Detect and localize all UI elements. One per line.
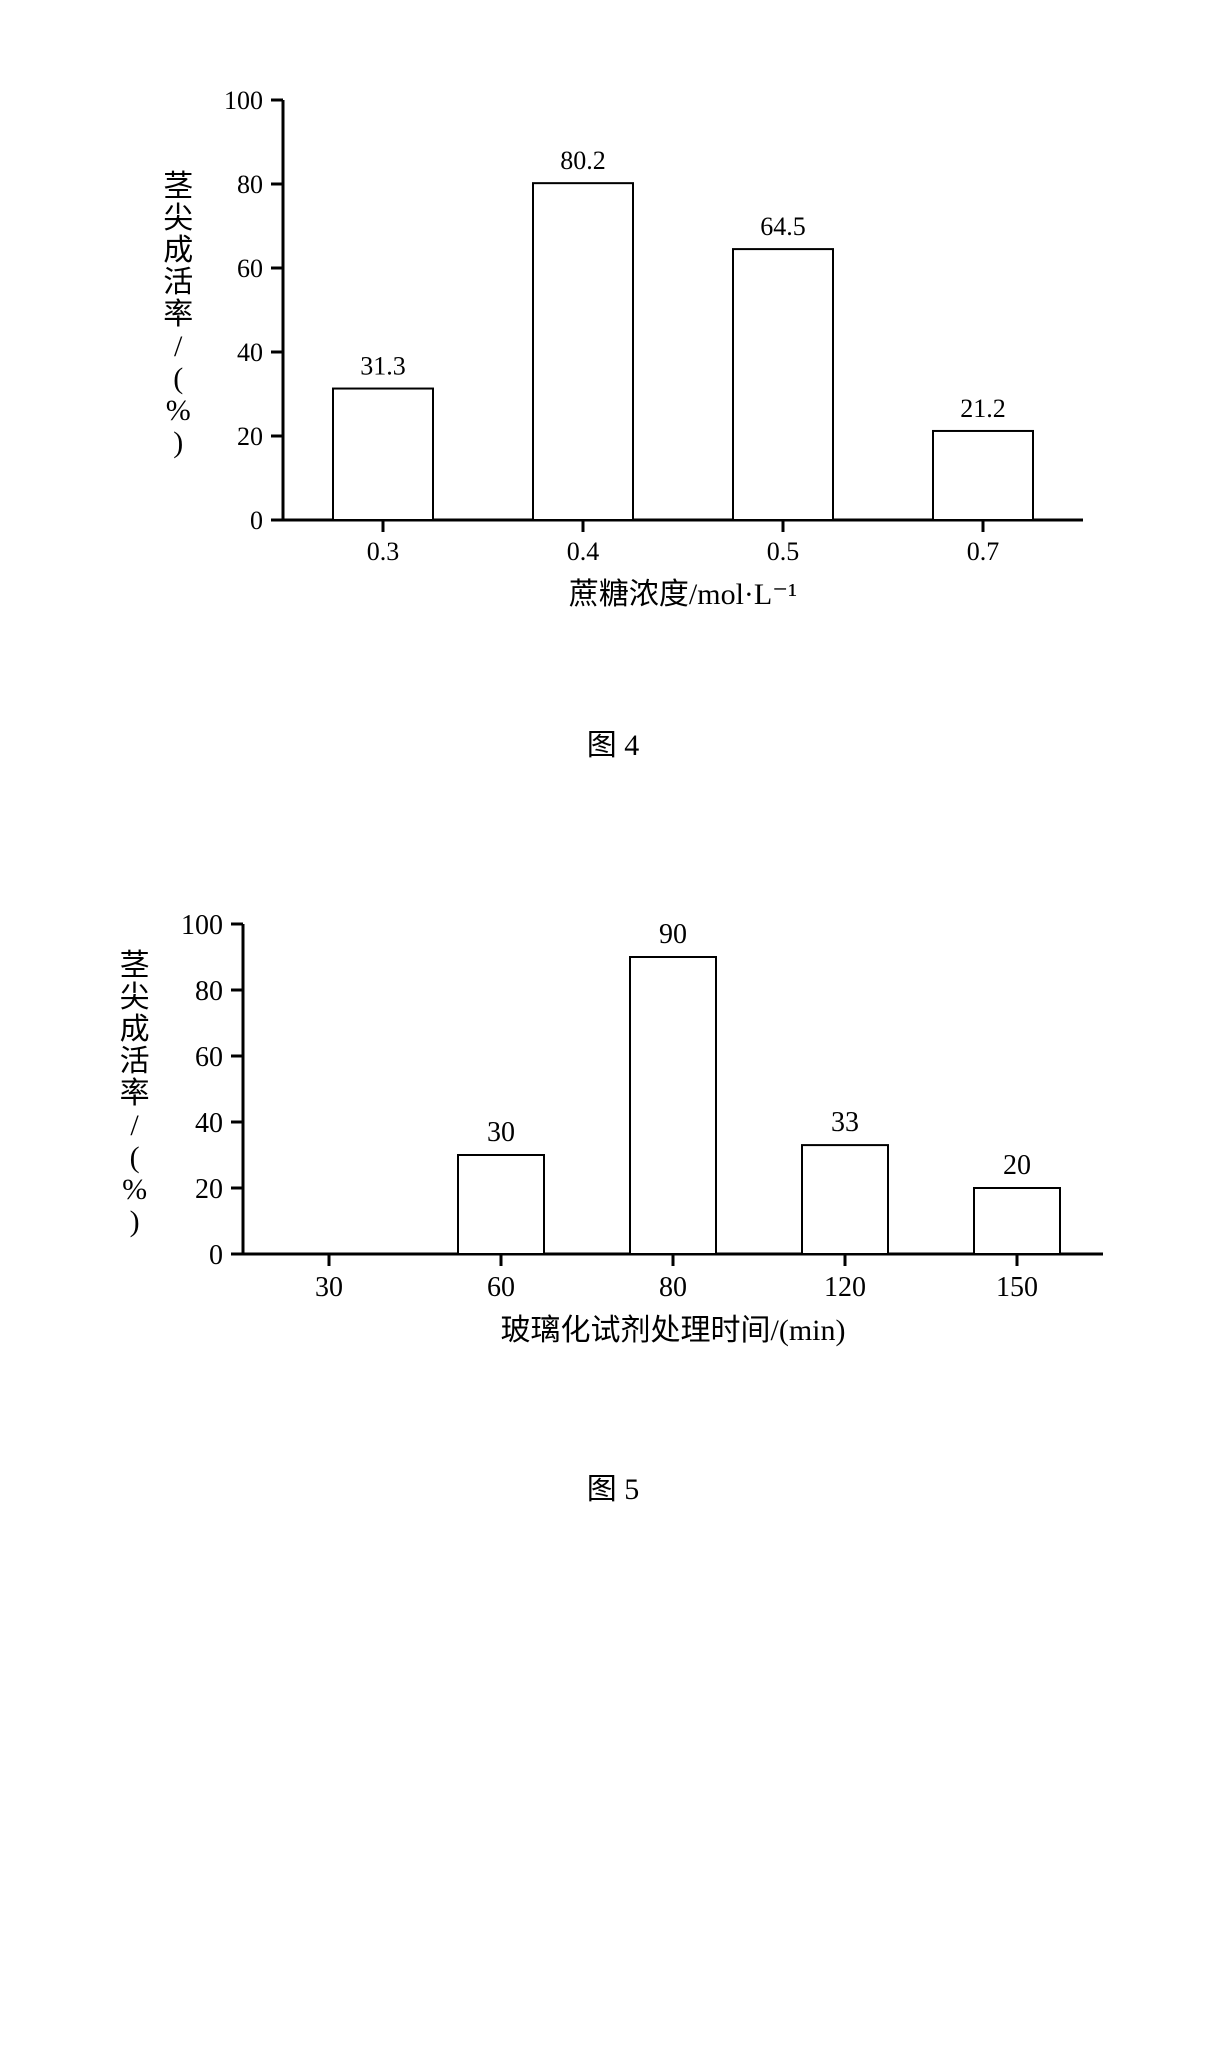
x-axis-label: 玻璃化试剂处理时间/(min) xyxy=(501,1314,846,1347)
bar xyxy=(733,249,833,520)
svg-text:茎: 茎 xyxy=(163,170,193,203)
x-tick-label: 150 xyxy=(996,1272,1038,1303)
svg-text:): ) xyxy=(173,426,183,459)
y-tick-label: 100 xyxy=(181,910,223,941)
svg-text:茎: 茎 xyxy=(120,949,150,982)
bar-value-label: 64.5 xyxy=(760,212,806,241)
bar-value-label: 33 xyxy=(831,1107,859,1138)
y-tick-label: 40 xyxy=(237,338,263,367)
svg-text:活: 活 xyxy=(120,1045,150,1078)
x-tick-label: 0.7 xyxy=(967,537,1000,566)
bar-value-label: 31.3 xyxy=(360,352,406,381)
svg-text:/: / xyxy=(130,1109,139,1142)
svg-text:(: ( xyxy=(130,1141,140,1174)
chart-5: 0 20 40 60 80 100 30 60 30 80 90 120 33 150 20 玻璃化试剂处理时… xyxy=(63,844,1163,1404)
svg-text:成: 成 xyxy=(120,1013,150,1046)
x-tick-label: 60 xyxy=(487,1272,515,1303)
y-axis-label: 茎尖成活率/(%) xyxy=(120,949,150,1238)
svg-text:): ) xyxy=(130,1205,140,1238)
y-tick-label: 20 xyxy=(195,1174,223,1205)
bar xyxy=(458,1155,544,1254)
y-tick-label: 40 xyxy=(195,1108,223,1139)
bar-value-label: 20 xyxy=(1003,1150,1031,1181)
bar xyxy=(533,183,633,520)
x-axis-label: 蔗糖浓度/mol·L⁻¹ xyxy=(569,578,797,611)
figure-4: 0 20 40 60 80 100 0.3 31.3 0.4 80.2 0.5 64.5 0.7 21.2… xyxy=(63,40,1163,764)
x-tick-label: 0.5 xyxy=(767,537,800,566)
svg-text:率: 率 xyxy=(163,298,193,331)
bar-chart: 0 20 40 60 80 100 30 60 30 80 90 120 33 150 20 玻璃化试剂处理时… xyxy=(63,844,1163,1404)
x-tick-label: 80 xyxy=(659,1272,687,1303)
bar-value-label: 30 xyxy=(487,1117,515,1148)
y-tick-label: 80 xyxy=(195,976,223,1007)
y-tick-label: 20 xyxy=(237,422,263,451)
svg-text:/: / xyxy=(174,330,183,363)
y-tick-label: 60 xyxy=(237,254,263,283)
bar xyxy=(630,957,716,1254)
figure-5: 0 20 40 60 80 100 30 60 30 80 90 120 33 150 20 玻璃化试剂处理时… xyxy=(63,844,1163,1508)
svg-text:率: 率 xyxy=(120,1077,150,1110)
svg-text:%: % xyxy=(166,394,191,427)
bar xyxy=(933,431,1033,520)
y-tick-label: 0 xyxy=(250,506,263,535)
y-tick-label: 0 xyxy=(209,1240,223,1271)
bar xyxy=(333,389,433,520)
bar-value-label: 80.2 xyxy=(560,146,606,175)
x-tick-label: 0.3 xyxy=(367,537,400,566)
y-tick-label: 60 xyxy=(195,1042,223,1073)
svg-text:尖: 尖 xyxy=(120,981,150,1014)
bar-value-label: 90 xyxy=(659,919,687,950)
bar-value-label: 21.2 xyxy=(960,394,1006,423)
y-tick-label: 80 xyxy=(237,170,263,199)
chart-4: 0 20 40 60 80 100 0.3 31.3 0.4 80.2 0.5 64.5 0.7 21.2… xyxy=(63,40,1163,660)
svg-text:成: 成 xyxy=(163,234,193,267)
y-tick-label: 100 xyxy=(224,86,263,115)
bar xyxy=(974,1188,1060,1254)
x-tick-label: 120 xyxy=(824,1272,866,1303)
svg-text:活: 活 xyxy=(163,266,193,299)
figure-5-caption: 图 5 xyxy=(587,1464,640,1508)
svg-text:尖: 尖 xyxy=(163,202,193,235)
x-tick-label: 0.4 xyxy=(567,537,600,566)
svg-text:%: % xyxy=(122,1173,147,1206)
bar-chart: 0 20 40 60 80 100 0.3 31.3 0.4 80.2 0.5 64.5 0.7 21.2… xyxy=(63,40,1163,660)
x-tick-label: 30 xyxy=(315,1272,343,1303)
figure-4-caption: 图 4 xyxy=(587,720,640,764)
svg-text:(: ( xyxy=(173,362,183,395)
y-axis-label: 茎尖成活率/(%) xyxy=(163,170,193,459)
bar xyxy=(802,1145,888,1254)
